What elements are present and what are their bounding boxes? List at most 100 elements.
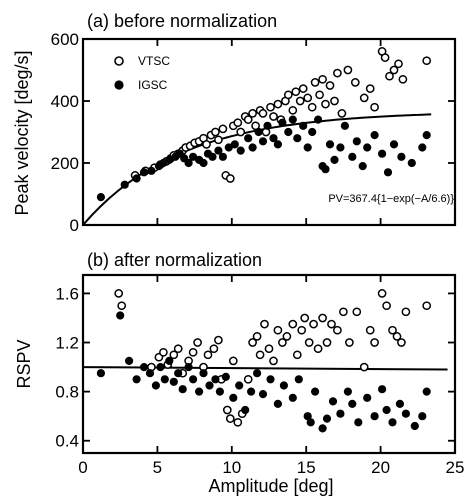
vtsc-point <box>233 417 243 427</box>
vtsc-point <box>252 332 262 341</box>
panel-a-axes: 0 200 400 600 <box>51 30 457 235</box>
vtsc-point <box>394 59 403 69</box>
vtsc-point <box>218 124 228 134</box>
igsc-point <box>395 399 404 408</box>
reference-line <box>82 366 448 371</box>
vtsc-point <box>222 405 232 415</box>
igsc-point <box>151 381 160 390</box>
vtsc-point <box>295 96 305 106</box>
igsc-point <box>383 168 393 177</box>
vtsc-point <box>243 374 253 384</box>
igsc-point <box>263 121 272 130</box>
igsc-point <box>382 405 391 415</box>
igsc-point <box>336 409 345 418</box>
vtsc-point <box>243 115 253 124</box>
vtsc-point <box>292 350 302 360</box>
igsc-point <box>325 140 335 149</box>
vtsc-point <box>188 347 198 357</box>
igsc-point <box>205 381 214 390</box>
vtsc-point <box>288 105 298 115</box>
vtsc-point <box>401 307 411 317</box>
igsc-point <box>340 121 349 130</box>
vtsc-point <box>300 313 310 323</box>
vtsc-point <box>298 84 308 93</box>
vtsc-point <box>173 344 183 354</box>
igsc-point <box>288 393 297 402</box>
igsc-point <box>253 369 262 378</box>
vtsc-point <box>392 332 402 341</box>
igsc-point <box>195 387 204 396</box>
x-axis-label: Amplitude [deg] <box>208 476 333 496</box>
vtsc-point <box>273 325 283 335</box>
panel-a-y-tick-label: 600 <box>51 30 79 49</box>
vtsc-point <box>283 90 293 100</box>
igsc-point <box>248 143 257 152</box>
igsc-point <box>147 166 156 175</box>
vtsc-point <box>325 81 335 90</box>
vtsc-point <box>343 65 353 75</box>
vtsc-point <box>377 289 387 298</box>
vtsc-point <box>333 68 342 78</box>
vtsc-point <box>117 301 127 311</box>
igsc-point <box>278 118 287 127</box>
igsc-point <box>116 311 125 320</box>
igsc-point <box>370 131 379 140</box>
legend-vtsc-label: VTSC <box>138 54 170 68</box>
vtsc-point <box>225 174 235 183</box>
panel-b-y-tick-label: 1.2 <box>55 334 79 353</box>
igsc-point <box>125 356 134 365</box>
vtsc-point <box>365 84 375 93</box>
panel-b-frame <box>81 273 457 455</box>
panel-a-y-axis-label: Peak velocity [deg/s] <box>12 50 32 215</box>
igsc-point <box>378 149 387 158</box>
vtsc-point <box>303 93 313 103</box>
igsc-point <box>96 369 106 378</box>
igsc-point <box>299 121 308 130</box>
igsc-point <box>306 418 315 427</box>
vtsc-point <box>327 319 336 329</box>
vtsc-point <box>315 90 324 100</box>
igsc-point <box>284 127 293 137</box>
vtsc-point <box>339 307 348 317</box>
vtsc-point <box>382 301 391 311</box>
vtsc-point <box>225 414 235 423</box>
igsc-point <box>336 143 345 152</box>
igsc-point <box>269 134 278 143</box>
igsc-point <box>254 127 263 137</box>
panel-b-y-axis-label: RSPV <box>14 339 34 388</box>
vtsc-point <box>228 356 238 366</box>
igsc-point <box>165 356 174 365</box>
vtsc-point <box>318 313 327 323</box>
vtsc-point <box>214 135 223 145</box>
vtsc-point <box>202 140 211 149</box>
x-tick-label: 5 <box>153 458 162 477</box>
vtsc-point <box>321 99 330 109</box>
igsc-point <box>258 390 268 399</box>
vtsc-point <box>248 338 257 347</box>
igsc-point <box>311 387 320 396</box>
vtsc-point <box>350 78 360 87</box>
igsc-point <box>314 115 323 124</box>
vtsc-point <box>359 362 369 372</box>
igsc-point <box>418 412 427 421</box>
vtsc-point <box>307 102 317 112</box>
igsc-point <box>279 381 288 390</box>
igsc-point <box>328 397 338 406</box>
igsc-point <box>221 372 230 381</box>
igsc-point <box>214 146 223 155</box>
vtsc-point <box>169 350 179 360</box>
panel-a-marks <box>82 47 432 226</box>
panel-a-y-tick-label: 0 <box>70 216 79 235</box>
panel-b-y-tick-label: 1.6 <box>55 284 79 303</box>
panel-b-title: (b) after normalization <box>87 250 262 270</box>
vtsc-point <box>258 109 268 118</box>
vtsc-point <box>380 53 390 62</box>
vtsc-point <box>422 56 432 66</box>
vtsc-point <box>248 109 257 118</box>
legend-vtsc-marker <box>114 56 124 66</box>
igsc-point <box>244 134 253 143</box>
panel-a: (a) before normalization Peak velocity [… <box>12 11 457 235</box>
vtsc-point <box>278 338 287 347</box>
igsc-point <box>235 381 244 390</box>
vtsc-point <box>269 356 278 366</box>
